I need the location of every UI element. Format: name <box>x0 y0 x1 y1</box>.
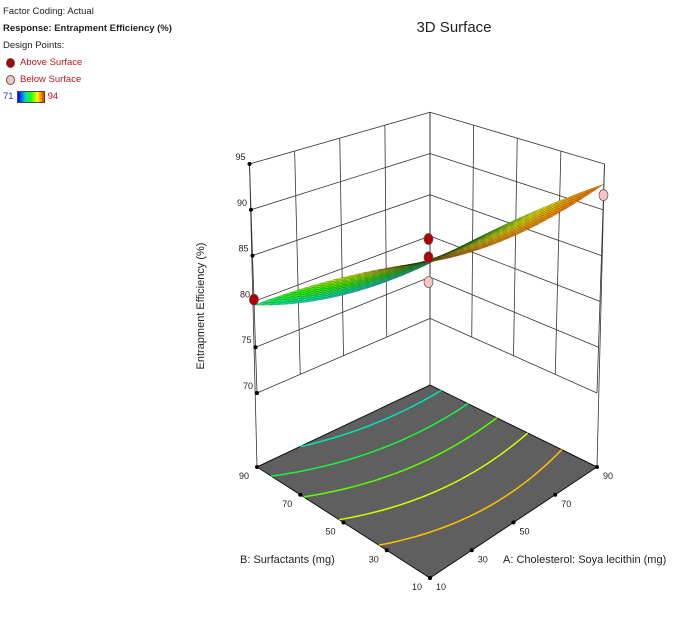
above-surface-dot-icon <box>6 57 15 68</box>
color-scale-max: 94 <box>47 91 59 102</box>
color-scale: 71 94 <box>3 88 172 105</box>
z-tick <box>253 345 258 350</box>
y-axis-title: B: Surfactants (mg) <box>240 554 335 566</box>
design-point-below <box>598 189 609 201</box>
x-tick <box>595 465 599 469</box>
design-point-below <box>423 276 434 288</box>
factor-coding-label: Factor Coding: Actual <box>3 6 94 17</box>
design-points-label: Design Points: <box>3 40 65 51</box>
z-tick-label: 75 <box>241 335 251 345</box>
legend-below-surface: Below Surface <box>3 71 172 88</box>
color-scale-bar <box>16 90 45 103</box>
left-wall-gridline <box>339 138 344 356</box>
y-tick-label: 70 <box>282 499 292 509</box>
x-tick-label: 90 <box>603 471 613 481</box>
right-wall-gridline <box>513 138 518 356</box>
y-tick <box>341 520 346 525</box>
floor-plane <box>255 384 599 579</box>
y-tick <box>255 465 259 469</box>
y-tick <box>298 492 303 497</box>
x-tick-label: 10 <box>436 582 446 592</box>
y-tick-label: 30 <box>369 554 379 564</box>
x-tick-label: 30 <box>478 554 488 564</box>
color-scale-min: 71 <box>3 91 14 102</box>
z-axis-title: Entrapment Efficiency (%) <box>195 243 207 370</box>
z-tick-label: 95 <box>235 152 245 162</box>
chart-title: 3D Surface <box>416 19 491 36</box>
x-tick <box>428 576 432 580</box>
right-wall-gridline <box>554 151 562 375</box>
below-surface-label: Below Surface <box>20 74 82 85</box>
above-surface-label: Above Surface <box>20 57 83 68</box>
y-tick <box>384 548 389 553</box>
left-wall-gridline <box>384 125 388 338</box>
z-tick-label: 85 <box>238 244 248 254</box>
z-tick <box>249 207 253 212</box>
contour-line <box>303 417 498 498</box>
x-tick <box>553 492 558 497</box>
right-wall-gridline <box>471 125 475 338</box>
below-surface-dot-icon <box>6 74 15 85</box>
design-point-above <box>423 233 434 245</box>
y-tick-label: 90 <box>239 471 249 481</box>
design-point-above <box>423 251 434 264</box>
x-tick <box>511 520 516 525</box>
z-tick-label: 80 <box>240 289 250 299</box>
z-axis-line <box>249 163 258 468</box>
legend-above-surface: Above Surface <box>3 54 172 71</box>
x-tick-label: 50 <box>520 527 530 537</box>
y-tick-label: 50 <box>325 527 335 537</box>
x-tick-label: 70 <box>561 499 571 509</box>
contour-line <box>338 432 529 521</box>
x-axis-title: A: Cholesterol: Soya lecithin (mg) <box>503 554 666 566</box>
legend: Factor Coding: Actual Response: Entrapme… <box>3 3 172 105</box>
y-tick-label: 10 <box>412 582 422 592</box>
z-tick-label: 90 <box>237 198 247 208</box>
design-point-above <box>249 293 259 306</box>
left-wall-gridline <box>294 151 301 375</box>
z-tick <box>247 162 252 166</box>
x-tick <box>469 548 474 553</box>
z-tick-label: 70 <box>243 381 253 391</box>
contour-line <box>271 403 469 477</box>
z-tick <box>250 253 255 258</box>
contour-line <box>378 449 563 546</box>
right-axis-line <box>596 163 605 468</box>
contour-line <box>300 389 442 448</box>
z-tick <box>255 391 259 395</box>
response-label: Response: Entrapment Efficiency (%) <box>3 23 172 34</box>
